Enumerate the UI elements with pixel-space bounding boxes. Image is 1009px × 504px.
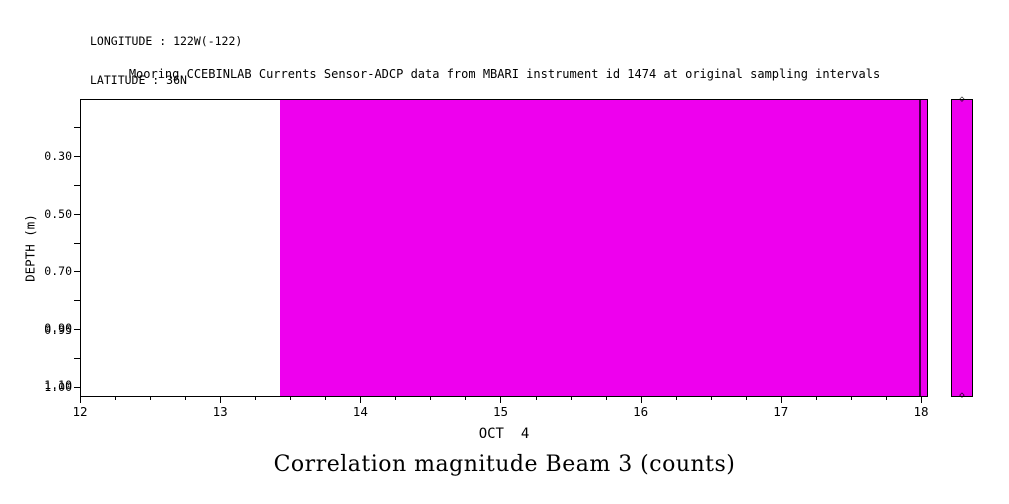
- x-tick: [640, 397, 642, 403]
- x-minor-tick: [115, 397, 117, 400]
- x-minor-tick: [430, 397, 432, 400]
- y-tick: [74, 127, 80, 129]
- y-tick-label: 0.95: [44, 322, 72, 337]
- x-minor-tick: [850, 397, 852, 400]
- x-axis-label: OCT 4: [478, 426, 530, 442]
- y-tick: [74, 271, 80, 273]
- y-tick-label: 0.30: [44, 149, 72, 164]
- figure-caption: Correlation magnitude Beam 3 (counts): [273, 452, 736, 477]
- x-axis-tick-labels: 12 13 14 15 16 17 18: [72, 404, 929, 420]
- x-tick: [360, 397, 362, 403]
- y-tick: [74, 242, 80, 244]
- x-tick-label: 18: [913, 404, 929, 419]
- meta-longitude: LONGITUDE : 122W(-122): [90, 34, 243, 48]
- x-minor-tick: [605, 397, 607, 400]
- y-tick: [74, 386, 80, 388]
- y-tick-label: 0.50: [44, 206, 72, 221]
- data-fill-region: [279, 100, 927, 396]
- y-tick: [74, 156, 80, 158]
- x-minor-tick: [465, 397, 467, 400]
- y-tick: [74, 357, 80, 359]
- x-minor-tick: [675, 397, 677, 400]
- colorbar: ◇ ◇: [951, 94, 973, 400]
- x-minor-tick: [885, 397, 887, 400]
- plot-area: [80, 99, 928, 397]
- x-tick-label: 17: [773, 404, 789, 419]
- y-tick-label: 1.00: [44, 379, 72, 394]
- x-minor-tick: [535, 397, 537, 400]
- x-minor-tick: [255, 397, 257, 400]
- y-tick-label: 0.70: [44, 264, 72, 279]
- plot-title: Mooring CCEBINLAB Currents Sensor-ADCP d…: [128, 67, 881, 81]
- x-tick-label: 16: [633, 404, 649, 419]
- data-gap-line: [918, 100, 921, 396]
- x-minor-tick: [745, 397, 747, 400]
- x-minor-tick: [185, 397, 187, 400]
- x-minor-tick: [290, 397, 292, 400]
- y-tick-label: 0.90: [44, 321, 72, 336]
- x-tick-label: 14: [352, 404, 368, 419]
- y-tick: [74, 213, 80, 215]
- x-axis-ticks: [80, 397, 928, 405]
- x-tick: [500, 397, 502, 403]
- x-tick: [780, 397, 782, 403]
- colorbar-top-diamond-icon: ◇: [959, 94, 965, 105]
- x-tick-label: 13: [212, 404, 228, 419]
- y-axis-ticks: [74, 99, 80, 397]
- y-tick: [74, 329, 80, 331]
- y-tick: [74, 184, 80, 186]
- x-tick: [920, 397, 922, 403]
- y-tick-label: 1.10: [44, 378, 72, 393]
- x-minor-tick: [710, 397, 712, 400]
- y-axis-tick-labels: 0.30 0.50 0.70 0.90 0.95 1.10 1.00: [0, 99, 72, 397]
- y-tick: [74, 300, 80, 302]
- x-tick-label: 15: [492, 404, 509, 419]
- x-minor-tick: [815, 397, 817, 400]
- meta-latitude: LATITUDE : 36N: [90, 73, 187, 87]
- x-minor-tick: [325, 397, 327, 400]
- x-minor-tick: [570, 397, 572, 400]
- x-tick-label: 12: [72, 404, 88, 419]
- x-minor-tick: [395, 397, 397, 400]
- x-minor-tick: [150, 397, 152, 400]
- colorbar-bottom-diamond-icon: ◇: [959, 390, 965, 401]
- x-tick: [80, 397, 81, 403]
- x-tick: [220, 397, 222, 403]
